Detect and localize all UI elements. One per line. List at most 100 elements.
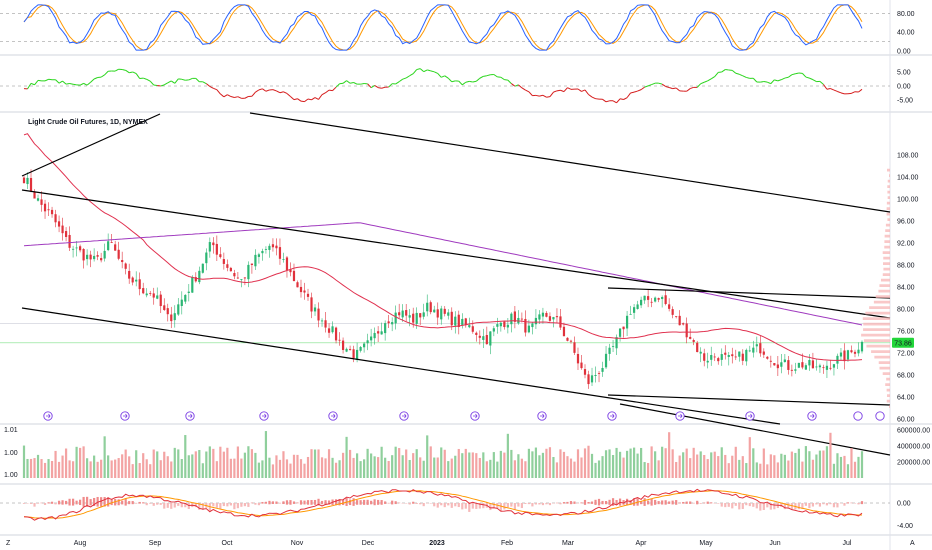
candle <box>156 287 159 300</box>
candle-body <box>198 270 201 283</box>
candle <box>341 337 345 354</box>
candle <box>787 355 790 375</box>
momentum-segment <box>195 78 200 83</box>
candle-body <box>776 364 779 369</box>
candle-body <box>611 346 615 347</box>
momentum-segment <box>812 79 817 83</box>
momentum-segment <box>763 81 768 83</box>
candle-body <box>622 326 625 330</box>
candle-body <box>194 277 197 282</box>
profile-bar <box>873 300 890 304</box>
candle-body <box>61 225 64 234</box>
volume-bar <box>422 460 425 478</box>
macd-hist-bar <box>363 499 366 505</box>
volume-bar <box>268 457 271 478</box>
profile-bar <box>886 212 890 216</box>
candle <box>299 279 303 298</box>
candle <box>699 347 702 363</box>
volume-bar <box>597 460 601 478</box>
profile-bar <box>885 223 890 227</box>
volume-bar <box>57 461 61 478</box>
volume-bar <box>408 460 411 478</box>
candle <box>738 351 741 362</box>
last-price-label: 73.86 <box>894 340 912 347</box>
candle-body <box>355 349 359 360</box>
volume-bar <box>790 451 793 478</box>
candle <box>759 335 762 357</box>
candle <box>40 191 43 212</box>
macd-hist-bar <box>257 503 261 506</box>
candle-body <box>278 247 282 259</box>
profile-bar <box>886 207 890 210</box>
candle <box>492 325 495 337</box>
candle-body <box>464 318 467 326</box>
macd-hist-bar <box>654 499 657 505</box>
momentum-segment <box>795 72 799 75</box>
momentum-segment <box>360 83 365 85</box>
candle-body <box>275 245 278 249</box>
volume-bar <box>138 463 141 478</box>
ratio-label-top: 1.01 <box>4 427 18 434</box>
volume-bar <box>257 462 261 478</box>
candle <box>79 244 82 253</box>
momentum-segment <box>647 84 652 87</box>
volume-bar <box>489 459 492 478</box>
momentum-segment <box>511 83 516 87</box>
volume-bar <box>233 458 236 478</box>
candle-body <box>71 248 75 250</box>
macd-hist-bar <box>846 502 850 504</box>
macd-hist-bar <box>692 502 695 504</box>
volume-bar <box>363 459 366 478</box>
candle <box>804 363 807 370</box>
candle <box>587 370 590 389</box>
candle <box>166 303 169 322</box>
momentum-segment <box>696 83 702 88</box>
macd-hist-bar <box>696 500 699 505</box>
macd-hist-bar <box>454 503 457 507</box>
volume-bar <box>40 459 43 478</box>
macd-hist-bar <box>68 498 71 506</box>
profile-bar <box>879 284 890 287</box>
momentum-segment <box>767 81 772 85</box>
volume-bar <box>229 458 232 478</box>
candle-body <box>654 297 657 302</box>
candle <box>524 310 527 337</box>
candle <box>114 240 117 251</box>
macd-hist-bar <box>583 499 587 505</box>
volume-bar <box>464 448 467 478</box>
macd-hist-bar <box>121 500 124 505</box>
candle-body <box>261 250 264 254</box>
momentum-segment <box>469 80 473 83</box>
candle <box>68 226 71 251</box>
candle-body <box>93 255 96 260</box>
candle <box>82 248 85 269</box>
candle-body <box>731 354 734 357</box>
macd-hist-bar <box>128 501 131 505</box>
profile-bar <box>878 361 890 364</box>
candle <box>541 307 545 324</box>
profile-bar <box>887 168 890 172</box>
volume-bar <box>348 449 352 478</box>
candle-body <box>107 241 110 251</box>
candle <box>320 318 324 327</box>
volume-bar <box>373 456 376 478</box>
candle-body <box>475 332 478 335</box>
macd-hist-bar <box>689 501 692 504</box>
momentum-segment <box>735 72 740 75</box>
candle-body <box>243 277 246 279</box>
momentum-segment <box>823 84 828 90</box>
candle <box>745 348 748 366</box>
momentum-segment <box>616 98 621 104</box>
volume-bar <box>433 457 436 478</box>
candle-body <box>661 296 664 299</box>
macd-hist-bar <box>629 500 632 505</box>
candle-body <box>212 242 215 246</box>
macd-hist-bar <box>510 503 513 507</box>
candle-body <box>219 254 222 258</box>
volume-bar <box>324 458 327 478</box>
momentum-segment <box>132 71 137 75</box>
price-axis-tick: 96.00 <box>897 219 915 226</box>
macd-hist-bar <box>250 502 254 504</box>
candle-body <box>257 254 261 257</box>
